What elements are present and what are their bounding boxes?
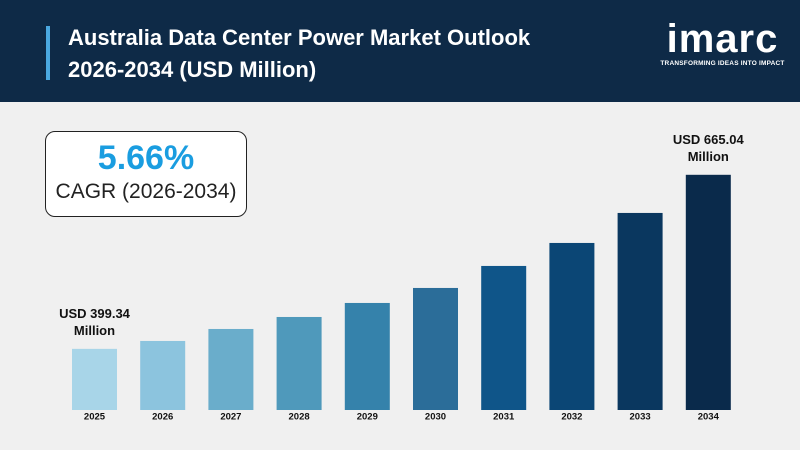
value-label: USD 665.04 Million <box>672 131 744 164</box>
cagr-box: 5.66% CAGR (2026-2034) <box>45 131 247 217</box>
bar <box>276 316 322 410</box>
bar <box>617 212 663 410</box>
x-tick-label: 2026 <box>152 412 173 423</box>
x-tick-label: 2025 <box>84 412 106 423</box>
x-tick-label: 2027 <box>220 412 241 423</box>
x-tick-label: 2028 <box>289 412 310 423</box>
x-tick-label: 2030 <box>425 412 446 423</box>
brand: imarc TRANSFORMING IDEAS INTO IMPACT <box>660 18 785 67</box>
chart-title: Australia Data Center Power Market Outlo… <box>68 25 531 82</box>
brand-tagline: TRANSFORMING IDEAS INTO IMPACT <box>660 60 785 67</box>
bar <box>685 174 731 410</box>
header: Australia Data Center Power Market Outlo… <box>0 0 800 102</box>
bar <box>413 287 458 410</box>
bar <box>72 348 117 410</box>
accent-bar <box>46 26 50 80</box>
bar <box>140 340 186 410</box>
brand-name: imarc <box>666 17 779 61</box>
x-tick-label: 2032 <box>561 412 582 423</box>
cagr-label: CAGR (2026-2034) <box>55 180 237 203</box>
bar <box>208 328 254 410</box>
x-tick-label: 2033 <box>630 412 651 423</box>
x-tick-label: 2031 <box>493 412 515 423</box>
bar <box>481 265 527 410</box>
value-label: USD 399.34 Million <box>59 305 130 338</box>
x-tick-label: 2029 <box>357 412 378 423</box>
bar <box>549 242 595 410</box>
cagr-value: 5.66% <box>97 139 195 177</box>
x-tick-label: 2034 <box>698 412 720 423</box>
bar <box>344 302 390 410</box>
